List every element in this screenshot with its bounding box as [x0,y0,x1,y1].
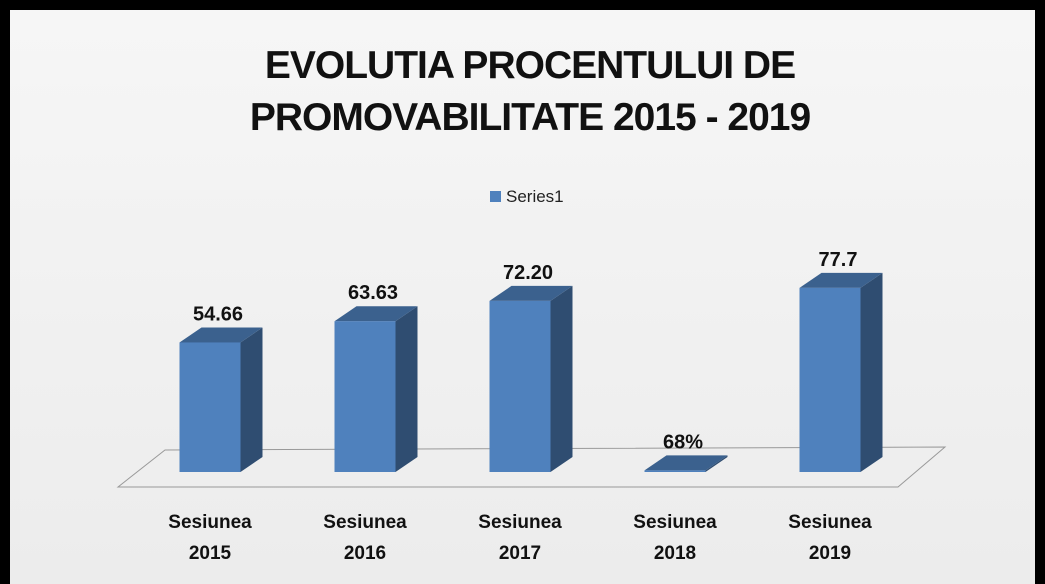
data-label: 63.63 [348,282,398,304]
bar-top [489,285,573,301]
x-tick-label: Sesiunea 2018 [633,512,717,564]
data-label: 77.7 [819,249,858,271]
bar-top [644,455,728,471]
bar-side [550,285,573,472]
x-tick-label: Sesiunea 2019 [788,512,872,564]
bar-side [240,327,263,472]
bar-side [705,455,728,472]
x-tick-label: Sesiunea 2015 [168,512,252,564]
bar [179,342,241,472]
bar [334,321,396,472]
bar [489,300,551,472]
bar-side [860,272,883,472]
data-label: 54.66 [193,303,243,325]
chart-title: EVOLUTIA PROCENTULUI DE PROMOVABILITATE … [249,44,811,139]
data-label: 68% [663,431,703,453]
bar-top [179,327,263,343]
bar-side [395,306,418,472]
legend-swatch [490,191,501,202]
bar-top [334,306,418,322]
bar-top [799,272,883,288]
x-tick-label: Sesiunea 2017 [478,512,562,564]
floor [116,446,947,488]
bar [799,287,861,472]
legend-label: Series1 [506,187,564,206]
x-tick-label: Sesiunea 2016 [323,512,407,564]
bar [644,470,706,472]
data-label: 72.20 [503,262,553,284]
